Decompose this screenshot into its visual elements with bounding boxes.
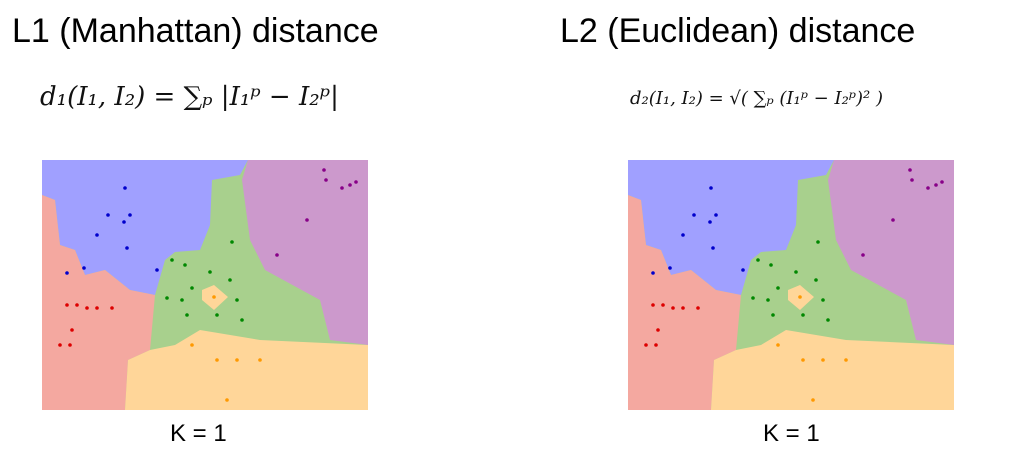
decision-map (42, 160, 368, 410)
formula: d₁(I₁, I₂) = ∑ₚ |I₁ᵖ − I₂ᵖ| (40, 82, 339, 112)
title: L1 (Manhattan) distance (12, 12, 379, 50)
decision-map (628, 160, 954, 410)
formula: d₂(I₁, I₂) = √( ∑ₚ (I₁ᵖ − I₂ᵖ)² ) (630, 88, 883, 109)
caption: K = 1 (763, 420, 820, 447)
caption: K = 1 (170, 420, 227, 447)
title: L2 (Euclidean) distance (560, 12, 916, 50)
